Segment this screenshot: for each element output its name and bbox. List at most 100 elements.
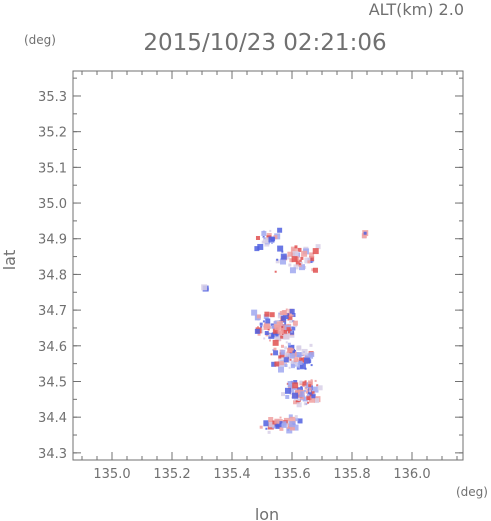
data-point bbox=[275, 424, 280, 429]
data-point bbox=[289, 416, 296, 423]
data-point bbox=[297, 418, 303, 424]
data-point bbox=[279, 426, 284, 431]
data-point bbox=[268, 339, 271, 342]
data-point bbox=[261, 230, 267, 236]
data-point bbox=[274, 361, 280, 367]
data-point bbox=[286, 427, 293, 434]
data-point bbox=[314, 398, 320, 404]
data-point bbox=[288, 313, 292, 317]
data-point bbox=[296, 402, 302, 408]
data-point bbox=[310, 379, 313, 382]
x-unit-label: (deg) bbox=[456, 485, 488, 499]
data-point bbox=[259, 425, 263, 429]
data-point bbox=[308, 384, 312, 388]
data-point bbox=[292, 350, 296, 354]
x-axis-label: lon bbox=[255, 505, 279, 521]
data-point bbox=[273, 321, 280, 328]
data-point bbox=[288, 414, 293, 419]
data-point bbox=[264, 322, 271, 329]
data-point bbox=[308, 387, 312, 391]
data-point bbox=[363, 231, 367, 235]
data-point bbox=[299, 380, 303, 384]
data-point bbox=[295, 259, 302, 266]
data-point bbox=[290, 330, 293, 333]
axis-ticks: 135.0 135.2 135.4 135.6 135.8 136.0 34.3 34.4 34… bbox=[38, 71, 463, 482]
data-point bbox=[273, 320, 277, 324]
data-point bbox=[298, 264, 305, 271]
data-point bbox=[256, 314, 261, 319]
data-point bbox=[267, 326, 271, 330]
data-point bbox=[317, 385, 323, 391]
data-point bbox=[312, 386, 319, 393]
data-point bbox=[269, 229, 272, 232]
data-point bbox=[270, 353, 273, 356]
data-point bbox=[278, 355, 282, 359]
data-point bbox=[279, 416, 282, 419]
data-point bbox=[289, 308, 295, 314]
data-point bbox=[201, 284, 208, 291]
data-point bbox=[304, 380, 307, 383]
data-point bbox=[309, 390, 312, 393]
data-point bbox=[267, 333, 271, 337]
data-point bbox=[298, 360, 303, 365]
data-point bbox=[298, 391, 305, 398]
data-point bbox=[274, 426, 277, 429]
data-point bbox=[272, 339, 279, 346]
data-point bbox=[274, 325, 280, 331]
data-point bbox=[283, 357, 289, 363]
data-point bbox=[312, 248, 319, 255]
y-tick-label: 34.7 bbox=[38, 304, 67, 319]
x-tick-label: 135.6 bbox=[273, 467, 310, 482]
data-point bbox=[264, 311, 270, 317]
data-point bbox=[299, 363, 306, 370]
data-point bbox=[254, 328, 260, 334]
data-point bbox=[291, 314, 294, 317]
data-point bbox=[312, 260, 315, 263]
data-point bbox=[293, 400, 298, 405]
data-point bbox=[277, 321, 283, 327]
data-point bbox=[294, 415, 298, 419]
data-point bbox=[279, 311, 284, 316]
data-point bbox=[289, 425, 295, 431]
data-point bbox=[285, 394, 290, 399]
data-point bbox=[310, 364, 313, 367]
data-point bbox=[279, 421, 283, 425]
data-point bbox=[290, 390, 294, 394]
data-point bbox=[298, 263, 301, 266]
data-point bbox=[278, 419, 283, 424]
data-point bbox=[274, 335, 281, 342]
data-point bbox=[278, 330, 285, 337]
data-point bbox=[294, 387, 298, 391]
data-point bbox=[291, 348, 294, 351]
x-tick-label: 136.0 bbox=[393, 467, 430, 482]
data-point bbox=[256, 326, 259, 329]
y-tick-label: 34.4 bbox=[38, 411, 67, 426]
data-point bbox=[283, 333, 290, 340]
data-point bbox=[287, 329, 292, 334]
data-point bbox=[274, 418, 280, 424]
data-point bbox=[314, 379, 317, 382]
data-point bbox=[309, 352, 315, 358]
data-point bbox=[303, 357, 310, 364]
data-point bbox=[291, 326, 296, 331]
data-point bbox=[287, 313, 290, 316]
data-point bbox=[257, 332, 261, 336]
data-point bbox=[299, 261, 303, 265]
data-point bbox=[306, 396, 311, 401]
data-point bbox=[304, 353, 311, 360]
x-tick-label: 135.2 bbox=[153, 467, 190, 482]
plot-frame bbox=[72, 70, 464, 461]
data-point bbox=[269, 325, 273, 329]
data-point bbox=[287, 251, 293, 257]
data-point bbox=[280, 253, 287, 260]
data-point bbox=[301, 250, 308, 257]
data-point bbox=[281, 315, 287, 321]
data-point bbox=[279, 361, 284, 366]
data-point bbox=[263, 237, 266, 240]
data-point bbox=[262, 320, 265, 323]
data-point bbox=[269, 312, 275, 318]
data-point bbox=[262, 235, 265, 238]
data-point bbox=[300, 357, 303, 360]
data-point bbox=[297, 398, 301, 402]
data-point bbox=[302, 381, 307, 386]
